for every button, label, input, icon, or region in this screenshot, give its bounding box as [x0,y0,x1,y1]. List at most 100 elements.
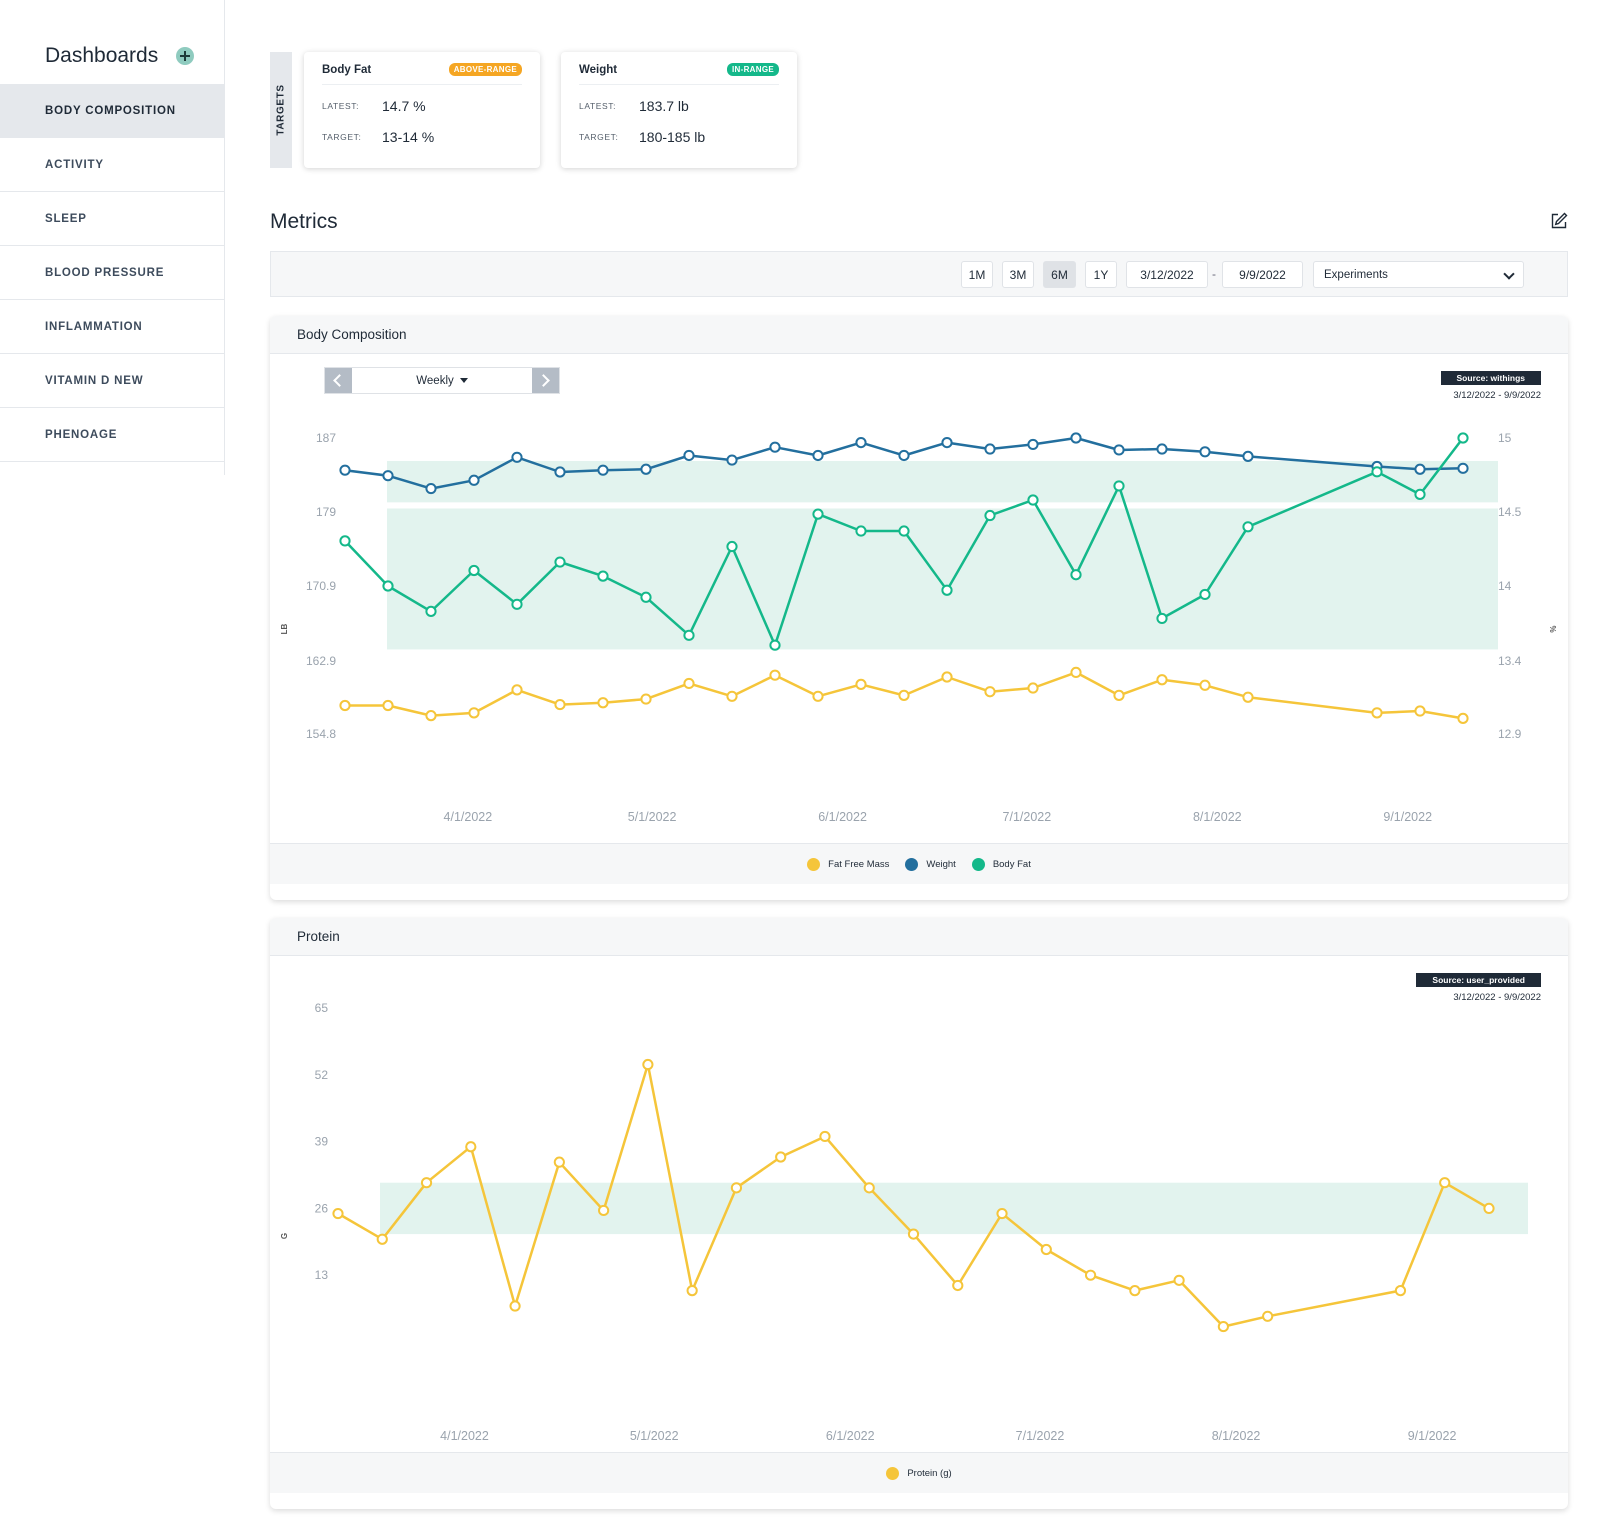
target-card-weight[interactable]: Weight IN-RANGE LATEST: 183.7 lb TARGET: 180-… [561,52,797,168]
latest-label: LATEST: [579,101,617,111]
x-axis-tick-label: 4/1/2022 [444,810,493,824]
data-point [683,677,695,690]
legend-swatch [886,1466,900,1480]
target-label: TARGET: [322,132,362,142]
target-card-body-fat[interactable]: Body Fat ABOVE-RANGE LATEST: 14.7 % TARGET: 1… [304,52,540,168]
sidebar-item-body-composition[interactable]: BODY COMPOSITION [0,84,225,138]
data-point [1242,691,1254,703]
sidebar-item-blood-pressure[interactable]: BLOOD PRESSURE [0,246,225,300]
sidebar-item-sleep[interactable]: SLEEP [0,192,225,246]
data-point [1070,432,1082,444]
target-row: TARGET: 13-14 % [322,129,522,145]
data-point [683,449,695,462]
date-separator: - [1212,267,1216,281]
metrics-title: Metrics [270,210,338,233]
date-from-input[interactable]: 3/12/2022 [1126,261,1208,288]
data-point [1217,1320,1229,1333]
data-point [339,535,351,547]
data-point [941,436,953,449]
x-axis-tick-label: 6/1/2022 [826,1429,875,1443]
experiments-select[interactable]: Experiments [1313,261,1524,288]
target-card-name: Body Fat [322,63,372,76]
y-axis-tick-label-right: 12.9 [1498,727,1522,741]
data-point [769,441,781,453]
dashboards-header: Dashboards [45,44,195,68]
source-badge: Source: user_provided [1416,973,1541,987]
data-point [898,689,910,701]
data-point [1113,444,1125,456]
data-point [382,470,394,482]
data-point [597,697,609,709]
target-band [387,460,1498,503]
targets-tab-label: TARGETS [275,84,287,136]
source-date-range: 3/12/2022 - 9/9/2022 [1453,390,1541,401]
body-composition-panel: Body Composition Source: withings 3/12/2… [270,316,1568,900]
data-point [598,1204,610,1217]
data-point [1027,682,1039,694]
target-card-header: Weight IN-RANGE [579,63,779,85]
legend-item[interactable]: Body Fat [971,857,1031,871]
legend-label: Body Fat [992,858,1031,870]
data-point [819,1130,831,1143]
chevron-left-icon[interactable] [325,368,352,393]
legend-item[interactable]: Fat Free Mass [807,857,889,871]
data-point [420,1177,433,1189]
sidebar-item-inflammation[interactable]: INFLAMMATION [0,300,225,354]
period-select[interactable]: Weekly [352,368,532,393]
data-point [339,699,351,712]
source-badge: Source: withings [1440,371,1541,385]
data-point [1199,588,1211,601]
data-point [1439,1177,1451,1189]
y-axis-tick-label-right: 14.5 [1498,505,1522,519]
sidebar-item-phenoage[interactable]: PHENOAGE [0,408,225,462]
range-button-1m[interactable]: 1M [961,261,993,288]
x-axis-tick-label: 6/1/2022 [818,810,867,824]
x-axis-tick-label: 8/1/2022 [1193,810,1242,824]
data-point [1129,1285,1141,1297]
data-point [1414,463,1426,475]
sidebar-item-activity[interactable]: ACTIVITY [0,138,225,192]
data-point [726,540,738,553]
y-axis-tick-label: 187 [316,431,336,445]
data-point [640,591,652,603]
target-card-name: Weight [579,63,618,76]
range-button-3m[interactable]: 3M [1002,261,1034,288]
range-button-1y[interactable]: 1Y [1085,261,1117,288]
data-point [996,1207,1008,1220]
edit-icon[interactable] [1550,212,1568,230]
data-point [382,699,394,712]
data-point [907,1228,920,1240]
data-point [1156,612,1168,625]
x-axis-tick-label: 5/1/2022 [630,1429,679,1443]
chevron-right-icon[interactable] [532,368,559,393]
range-button-6m[interactable]: 6M [1043,261,1076,288]
data-point [812,690,824,702]
data-point [898,449,910,462]
data-point [984,509,996,522]
data-point [1156,443,1168,455]
data-point [984,443,996,455]
x-axis-tick-label: 9/1/2022 [1408,1429,1457,1443]
data-point [554,466,566,478]
plus-circle-icon[interactable] [176,47,195,65]
y-axis-tick-label: 39 [315,1135,329,1149]
status-badge: ABOVE-RANGE [448,63,522,76]
data-point [597,570,609,582]
sidebar-item-vitamin-d-new[interactable]: VITAMIN D NEW [0,354,225,408]
date-to-input[interactable]: 9/9/2022 [1222,261,1303,288]
legend-item[interactable]: Protein (g) [886,1466,952,1480]
legend-swatch [905,857,919,871]
data-point [941,671,953,683]
data-point [468,564,480,577]
x-axis-tick-label: 5/1/2022 [628,810,677,824]
targets-tab[interactable]: TARGETS [270,52,292,168]
legend-item[interactable]: Weight [905,857,956,871]
data-point [855,678,867,690]
latest-row: LATEST: 183.7 lb [579,98,779,114]
data-point [511,451,523,463]
y-axis-tick-label: 26 [315,1201,329,1215]
protein-chart: 65 52 39 26 13 G 4/1/2022 5/1/2022 6/1/2022 7/1/2… [280,1001,1528,1443]
y-axis-label: G [280,1233,289,1239]
target-band [387,508,1498,650]
data-point [425,605,437,617]
